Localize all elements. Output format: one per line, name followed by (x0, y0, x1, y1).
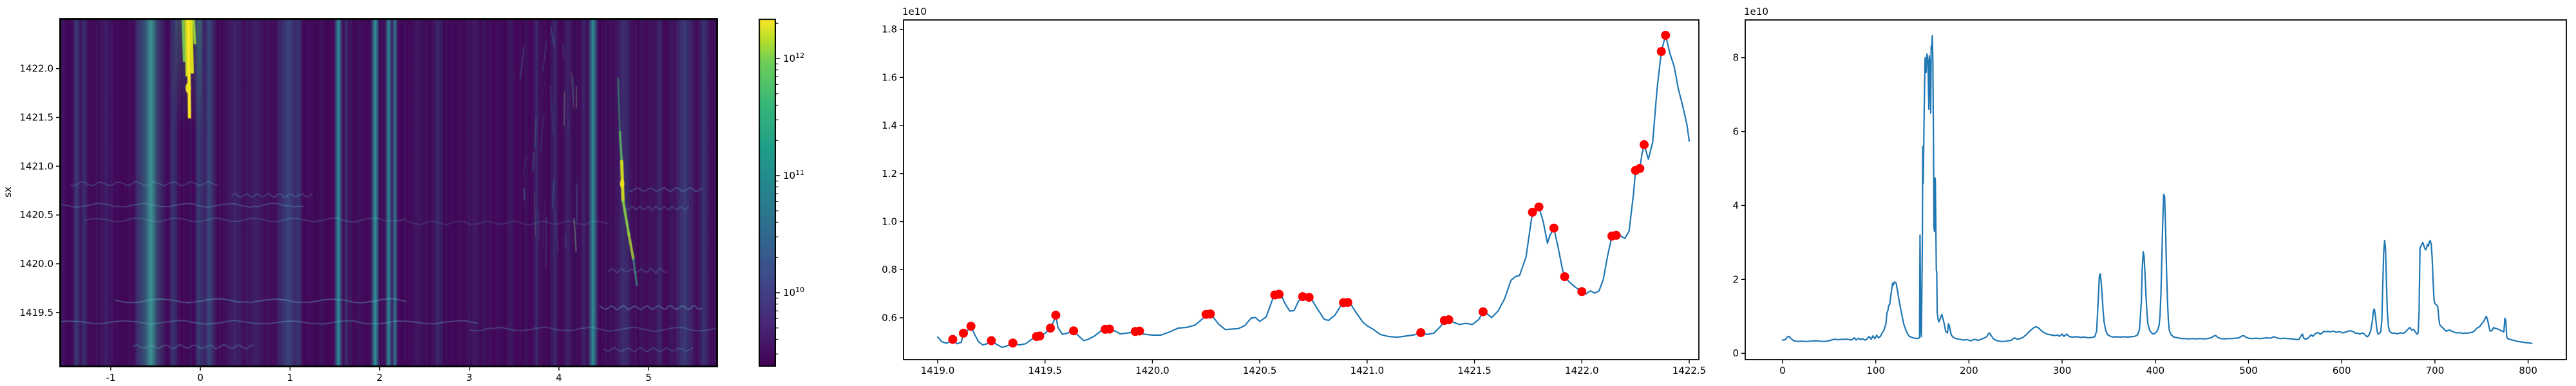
colorbar-gradient (759, 19, 776, 367)
spectrum-peak-marker (1035, 331, 1045, 341)
spectrum-peak-marker (1046, 324, 1056, 333)
spectrum-peak-marker (1661, 30, 1671, 40)
heatmap-y-tick-label: 1420.5 (20, 209, 54, 221)
spectrum-peak-marker (1069, 326, 1079, 336)
spectrum-peak-marker (1298, 292, 1307, 302)
spectrum-peak-marker (966, 322, 976, 331)
spectrum-y-tick-label: 1.0 (882, 216, 897, 228)
spectrum-peak-marker (1444, 315, 1454, 324)
spectrum-peak-marker (959, 328, 968, 338)
heatmap-x-tick-label: 5 (645, 372, 652, 383)
spectrum-x-tick-label: 1422.5 (1672, 365, 1707, 376)
spectrum-peak-marker (1611, 230, 1621, 240)
heatmap-x-tick-label: 2 (377, 372, 383, 383)
colorbar-tick-label: 1012 (783, 51, 804, 64)
spectrum-axes-box (903, 19, 1700, 360)
spectrum-peak-marker (1051, 310, 1061, 320)
spectrum-peak-marker (1607, 231, 1616, 241)
spectrum-peak-marker (1416, 328, 1426, 338)
heatmap-x-tick-label: 4 (556, 372, 562, 383)
spectrum-peak-marker (1343, 298, 1352, 308)
heatmap-y-tick-label: 1421.5 (20, 111, 54, 123)
colorbar-tick-label: 1010 (783, 286, 804, 299)
timeseries-x-tick-label: 300 (2053, 365, 2072, 376)
spectrum-y-tick-label: 1.8 (882, 24, 897, 35)
timeseries-x-tick-label: 700 (2426, 365, 2445, 376)
heatmap-y-tick-label: 1420.0 (20, 258, 54, 270)
spectrum-x-tick-label: 1419.5 (1028, 365, 1062, 376)
spectrum-x-tick-label: 1419.0 (921, 365, 955, 376)
spectrum-y-tick-label: 1.6 (882, 71, 897, 83)
spectrum-peak-marker (1206, 309, 1215, 318)
spectrum-peak-marker (987, 336, 996, 345)
timeseries-y-tick-label: 0 (1732, 347, 1739, 359)
spectrum-peak-marker (1101, 324, 1110, 334)
spectrum-x-tick-label: 1420.5 (1243, 365, 1277, 376)
spectrum-peak-marker (1656, 47, 1666, 56)
timeseries-y-tick-label: 4 (1732, 199, 1739, 211)
timeseries-x-tick-label: 500 (2239, 365, 2258, 376)
heatmap-x-tick-label: 0 (197, 372, 204, 383)
spectrum-peak-marker (1549, 223, 1558, 233)
timeseries-axes-box (1745, 19, 2567, 360)
spectrum-x-tick-label: 1422.0 (1565, 365, 1599, 376)
heatmap-y-tick-label: 1422.0 (20, 63, 54, 75)
spectrum-peak-marker (1577, 287, 1587, 297)
spectrum-peak-marker (948, 335, 958, 344)
right-axis-offset-label: 1e10 (1744, 6, 1768, 17)
spectrum-peak-marker (1439, 316, 1449, 326)
heatmap-x-tick-label: -1 (106, 372, 115, 383)
spectrum-peak-marker (1201, 309, 1211, 319)
spectrum-peak-marker (1478, 307, 1488, 317)
middle-axis-offset-label: 1e10 (902, 6, 927, 17)
spectrum-y-tick-label: 0.6 (882, 312, 897, 324)
timeseries-y-tick-label: 6 (1732, 126, 1739, 138)
timeseries-x-tick-label: 600 (2333, 365, 2351, 376)
spectrum-peak-marker (1304, 293, 1314, 302)
spectrum-peak-marker (1135, 326, 1144, 336)
spectrum-peak-marker (1339, 298, 1349, 308)
timeseries-y-tick-label: 8 (1732, 52, 1739, 64)
spectrum-peak-marker (1631, 165, 1640, 175)
spectrum-y-tick-label: 1.2 (882, 168, 897, 179)
spectrum-y-tick-label: 0.8 (882, 264, 897, 275)
spectrum-data-line (936, 34, 1690, 348)
spectrum-x-tick-label: 1421.5 (1457, 365, 1492, 376)
timeseries-x-tick-label: 100 (1866, 365, 1885, 376)
heatmap-ylabel: sx (1, 187, 14, 198)
spectrum-y-tick-label: 1.4 (882, 120, 897, 131)
colorbar-tick-label: 1011 (783, 169, 804, 181)
timeseries-y-tick-label: 2 (1732, 273, 1739, 285)
spectrum-peak-marker (1104, 324, 1114, 334)
spectrum-peak-marker (1534, 202, 1544, 212)
timeseries-data-line (1781, 35, 2533, 344)
spectrum-peak-marker (1635, 163, 1645, 173)
spectrum-peak-marker (1640, 140, 1649, 149)
spectrum-peak-marker (1528, 207, 1537, 217)
heatmap-y-tick-label: 1421.0 (20, 160, 54, 172)
heatmap-x-tick-label: 1 (287, 372, 294, 383)
heatmap-x-tick-label: 3 (466, 372, 473, 383)
spectrum-peak-marker (1130, 327, 1140, 336)
spectrogram-image (60, 19, 717, 367)
spectrum-x-tick-label: 1420.0 (1135, 365, 1170, 376)
spectrum-x-tick-label: 1421.0 (1350, 365, 1385, 376)
spectrum-peak-marker (1008, 338, 1018, 348)
spectrum-peak-marker (1560, 272, 1569, 282)
timeseries-x-tick-label: 0 (1779, 365, 1786, 376)
spectrum-peak-marker (1032, 332, 1041, 342)
timeseries-x-tick-label: 400 (2146, 365, 2164, 376)
spectrum-peak-marker (1270, 290, 1280, 300)
timeseries-x-tick-label: 800 (2519, 365, 2537, 376)
timeseries-x-tick-label: 200 (1960, 365, 1978, 376)
spectrum-peak-marker (1274, 290, 1284, 299)
heatmap-y-tick-label: 1419.5 (20, 307, 54, 318)
